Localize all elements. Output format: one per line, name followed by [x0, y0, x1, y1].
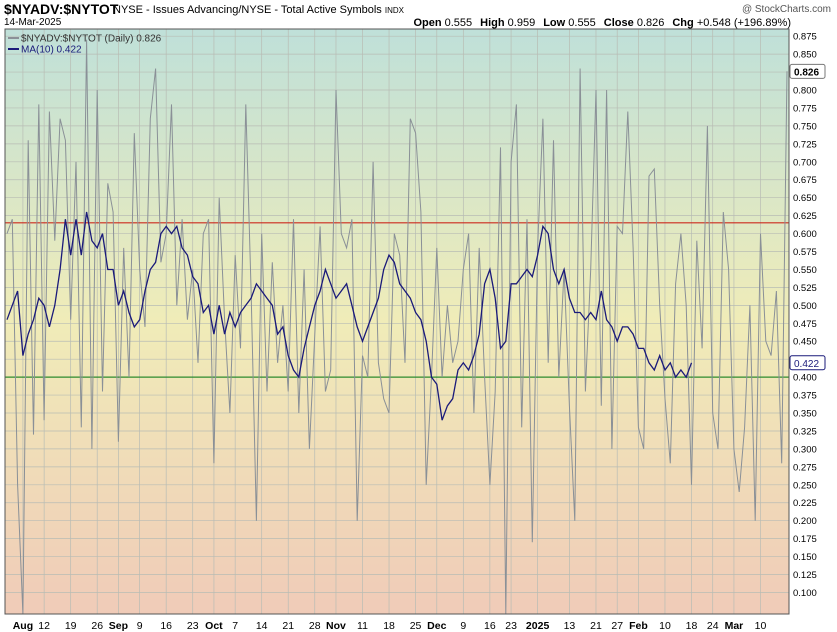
y-tick-label: 0.600	[793, 229, 817, 240]
chart-header: $NYADV:$NYTOT NYSE - Issues Advancing/NY…	[0, 0, 837, 30]
last-value-tag-ratio: 0.826	[794, 67, 819, 78]
x-tick-label: Aug	[13, 620, 33, 632]
x-tick-label: Oct	[205, 620, 223, 632]
x-tick-label: 16	[484, 620, 496, 632]
x-tick-label: Mar	[725, 620, 744, 632]
y-tick-label: 0.775	[793, 103, 817, 114]
y-tick-label: 0.700	[793, 157, 817, 168]
x-tick-label: 9	[460, 620, 466, 632]
y-tick-label: 0.375	[793, 391, 817, 402]
y-tick-label: 0.100	[793, 588, 817, 599]
y-tick-label: 0.325	[793, 426, 817, 437]
last-value-tag-ma10-box	[789, 355, 826, 371]
x-tick-label: 21	[282, 620, 294, 632]
x-tick-label: 21	[590, 620, 602, 632]
x-tick-label: 24	[707, 620, 719, 632]
x-tick-label: Feb	[629, 620, 648, 632]
y-tick-label: 0.250	[793, 480, 817, 491]
y-tick-label: 0.625	[793, 211, 817, 222]
y-tick-label: 0.725	[793, 139, 817, 150]
high-value: 0.959	[507, 17, 536, 29]
y-tick-label: 0.400	[793, 373, 817, 384]
plot-border	[4, 28, 790, 615]
x-tick-label: 13	[564, 620, 576, 632]
y-tick-label: 0.275	[793, 462, 817, 473]
x-tick-label: 23	[505, 620, 517, 632]
plot-background	[5, 29, 789, 614]
low-label: Low	[543, 17, 566, 29]
y-tick-label: 0.200	[793, 516, 817, 527]
x-tick-label: 19	[65, 620, 77, 632]
x-tick-label: Nov	[326, 620, 346, 632]
close-value: 0.826	[636, 17, 665, 29]
x-tick-label: 7	[232, 620, 238, 632]
chart-date: 14-Mar-2025	[4, 17, 62, 28]
exchange-label: INDX	[384, 6, 404, 15]
x-tick-label: 18	[383, 620, 395, 632]
open-label: Open	[413, 17, 442, 29]
y-tick-label: 0.225	[793, 498, 817, 509]
y-tick-label: 0.450	[793, 337, 817, 348]
ohlc-summary: Open 0.555 High 0.959 Low 0.555 Close 0.826…	[413, 17, 791, 29]
y-tick-label: 0.750	[793, 121, 817, 132]
x-tick-label: 16	[160, 620, 172, 632]
legend-entry-ma10: MA(10) 0.422	[21, 45, 82, 56]
x-tick-label: 18	[686, 620, 698, 632]
x-tick-label: 12	[38, 620, 50, 632]
y-tick-label: 0.525	[793, 283, 817, 294]
x-tick-label: 25	[410, 620, 422, 632]
y-tick-label: 0.800	[793, 86, 817, 97]
open-value: 0.555	[444, 17, 473, 29]
y-tick-label: 0.850	[793, 50, 817, 61]
description-text: NYSE - Issues Advancing/NYSE - Total Act…	[113, 4, 382, 16]
y-tick-label: 0.875	[793, 32, 817, 43]
y-tick-label: 0.350	[793, 409, 817, 420]
x-tick-label: 26	[91, 620, 103, 632]
x-tick-label: 11	[357, 620, 368, 632]
y-tick-label: 0.575	[793, 247, 817, 258]
x-tick-label: 23	[187, 620, 199, 632]
x-tick-label: Sep	[109, 620, 128, 632]
high-label: High	[480, 17, 505, 29]
y-tick-label: 0.500	[793, 301, 817, 312]
y-tick-label: 0.550	[793, 265, 817, 276]
y-tick-label: 0.300	[793, 444, 817, 455]
x-tick-label: 2025	[526, 620, 550, 632]
low-value: 0.555	[568, 17, 596, 29]
chg-value: +0.548 (+196.89%)	[696, 17, 791, 29]
y-tick-label: 0.150	[793, 552, 817, 563]
y-tick-label: 0.475	[793, 319, 817, 330]
x-tick-label: 27	[611, 620, 623, 632]
close-label: Close	[603, 17, 634, 29]
x-tick-label: 28	[309, 620, 321, 632]
symbol-title: $NYADV:$NYTOT	[4, 1, 119, 17]
series-line-ma10[interactable]	[6, 211, 693, 421]
y-tick-label: 0.650	[793, 193, 817, 204]
last-value-tag-ratio-box	[789, 63, 826, 79]
stockcharts-watermark: @ StockCharts.com	[741, 4, 831, 15]
y-tick-label: 0.125	[793, 570, 817, 581]
series-line-ratio[interactable]	[6, 39, 788, 615]
symbol-description: NYSE - Issues Advancing/NYSE - Total Act…	[113, 4, 404, 16]
x-tick-label: 10	[755, 620, 767, 632]
chg-label: Chg	[672, 17, 694, 29]
y-tick-label: 0.675	[793, 175, 817, 186]
x-tick-label: 9	[137, 620, 143, 632]
x-tick-label: 14	[256, 620, 268, 632]
x-tick-label: Dec	[427, 620, 446, 632]
y-tick-label: 0.175	[793, 534, 817, 545]
last-value-tag-ma10: 0.422	[794, 359, 819, 370]
x-tick-label: 10	[659, 620, 671, 632]
legend-entry-ratio: $NYADV:$NYTOT (Daily) 0.826	[21, 34, 162, 45]
